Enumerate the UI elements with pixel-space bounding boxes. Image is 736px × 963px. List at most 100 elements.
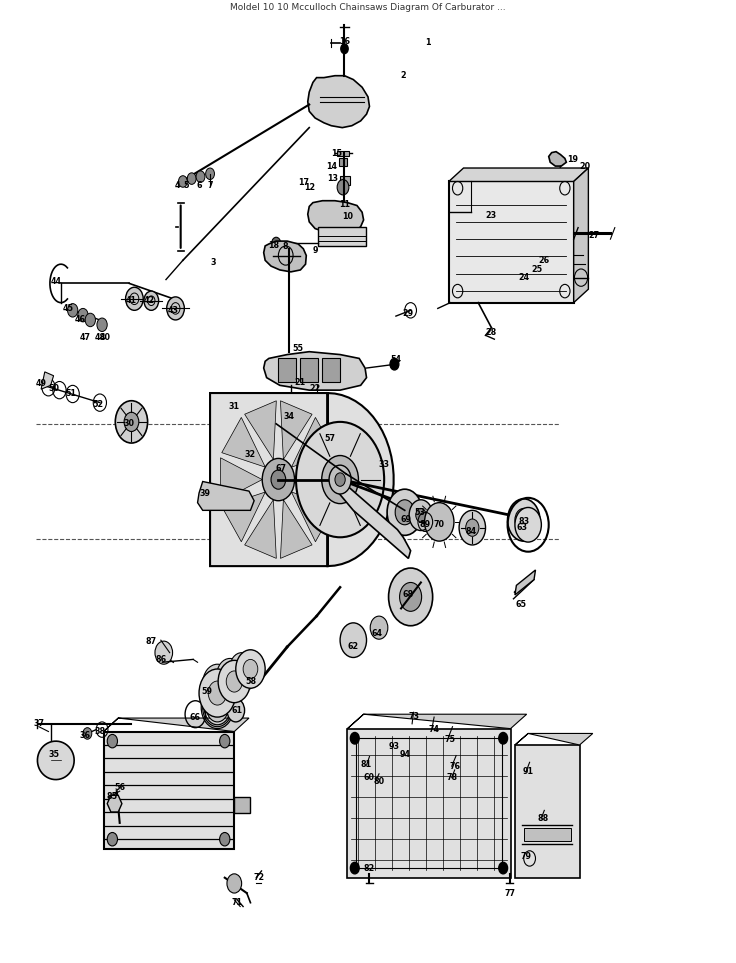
Text: 40: 40: [99, 333, 110, 342]
Text: 78: 78: [447, 773, 458, 782]
Polygon shape: [104, 718, 249, 732]
Text: 57: 57: [325, 433, 336, 443]
Text: 45: 45: [63, 304, 74, 313]
Text: 31: 31: [229, 402, 240, 411]
Text: 70: 70: [434, 520, 445, 530]
Text: 51: 51: [65, 388, 76, 398]
Text: 19: 19: [567, 155, 578, 164]
Text: Moldel 10 10 Mcculloch Chainsaws Diagram Of Carburator ...: Moldel 10 10 Mcculloch Chainsaws Diagram…: [230, 3, 506, 12]
Bar: [340, 175, 350, 185]
Text: 1: 1: [425, 38, 431, 46]
Circle shape: [227, 699, 244, 722]
Polygon shape: [291, 417, 335, 467]
Circle shape: [350, 733, 359, 744]
Circle shape: [236, 650, 265, 689]
Polygon shape: [337, 472, 411, 559]
Circle shape: [243, 660, 258, 679]
Text: 60: 60: [364, 773, 375, 782]
Polygon shape: [107, 795, 122, 812]
Circle shape: [262, 458, 294, 501]
Polygon shape: [308, 200, 364, 233]
Circle shape: [556, 181, 562, 189]
Text: 83: 83: [518, 517, 529, 527]
Polygon shape: [263, 351, 367, 390]
Text: 88: 88: [537, 814, 548, 822]
Text: 32: 32: [245, 450, 256, 459]
Text: 18: 18: [269, 242, 280, 250]
Circle shape: [196, 170, 205, 182]
Polygon shape: [278, 358, 296, 382]
Text: 76: 76: [449, 762, 460, 770]
Text: 42: 42: [144, 297, 155, 305]
Polygon shape: [515, 570, 536, 595]
Text: 43: 43: [168, 306, 179, 315]
Circle shape: [116, 401, 148, 443]
Circle shape: [78, 308, 88, 322]
Polygon shape: [202, 682, 213, 695]
Text: 94: 94: [399, 750, 410, 759]
Circle shape: [416, 508, 426, 522]
Circle shape: [167, 297, 184, 320]
Polygon shape: [573, 168, 588, 302]
Bar: [104, 732, 234, 848]
Polygon shape: [280, 500, 312, 559]
Text: 7: 7: [208, 181, 213, 190]
Text: 16: 16: [339, 37, 350, 45]
Circle shape: [107, 832, 118, 846]
Text: 71: 71: [232, 898, 243, 907]
Text: 84: 84: [465, 527, 476, 536]
Circle shape: [515, 508, 542, 542]
Circle shape: [219, 735, 230, 748]
Circle shape: [219, 832, 230, 846]
Text: 29: 29: [403, 309, 414, 318]
Circle shape: [272, 237, 280, 248]
Polygon shape: [300, 358, 318, 382]
Circle shape: [370, 616, 388, 639]
Circle shape: [218, 661, 250, 703]
Bar: [339, 158, 347, 166]
Polygon shape: [221, 457, 262, 502]
Text: 81: 81: [361, 760, 372, 768]
Bar: [347, 729, 511, 877]
Text: 10: 10: [342, 212, 353, 221]
Circle shape: [337, 179, 349, 195]
Circle shape: [206, 693, 228, 722]
Circle shape: [202, 664, 232, 703]
Text: 79: 79: [520, 852, 531, 861]
Text: 14: 14: [326, 162, 337, 170]
Circle shape: [187, 172, 196, 184]
Circle shape: [409, 500, 433, 531]
Text: 15: 15: [332, 149, 343, 158]
Text: 35: 35: [48, 750, 59, 759]
Circle shape: [400, 583, 422, 612]
Bar: [524, 827, 570, 841]
Text: 17: 17: [299, 178, 310, 187]
Polygon shape: [38, 742, 74, 780]
Circle shape: [144, 291, 159, 310]
Circle shape: [124, 412, 139, 431]
Circle shape: [85, 313, 96, 326]
Polygon shape: [449, 168, 588, 181]
Circle shape: [226, 671, 242, 692]
Text: 36: 36: [79, 731, 91, 740]
Text: 68: 68: [403, 590, 414, 600]
Text: 62: 62: [347, 642, 359, 651]
Text: 87: 87: [146, 637, 157, 645]
Text: 56: 56: [114, 783, 125, 792]
Text: 77: 77: [504, 889, 515, 898]
Text: 53: 53: [414, 508, 425, 517]
Circle shape: [155, 641, 173, 664]
Text: 44: 44: [50, 277, 61, 286]
Circle shape: [126, 287, 144, 310]
Circle shape: [333, 470, 347, 489]
Text: 93: 93: [388, 742, 399, 751]
Text: 37: 37: [33, 719, 44, 728]
Circle shape: [335, 473, 345, 486]
Polygon shape: [197, 482, 254, 510]
Polygon shape: [515, 734, 592, 745]
Bar: [449, 181, 573, 302]
Text: 28: 28: [485, 328, 496, 337]
Text: 11: 11: [339, 200, 350, 209]
Polygon shape: [280, 401, 312, 459]
Text: 48: 48: [94, 333, 105, 342]
